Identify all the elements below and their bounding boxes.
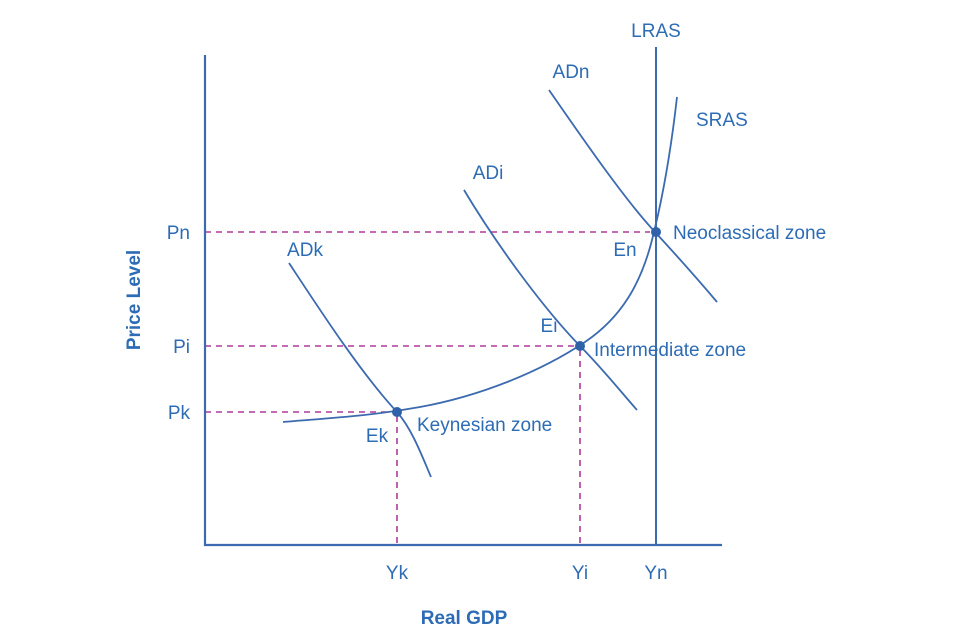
ei-label: Ei [541,316,558,337]
yk-tick-label: Yk [386,563,409,584]
x-axis-title: Real GDP [421,608,508,629]
y-axis-title: Price Level [124,250,145,350]
axes [203,55,722,547]
pn-tick-label: Pn [167,223,190,244]
pi-tick-label: Pi [173,337,190,358]
sras-label: SRAS [696,110,748,131]
pk-tick-label: Pk [168,403,191,424]
adk-curve [288,262,432,478]
yn-tick-label: Yn [644,563,667,584]
ek-label: Ek [366,426,389,447]
adk-label: ADk [287,240,323,261]
sras-curve [282,96,678,423]
en-label: En [613,240,636,261]
yi-tick-label: Yi [572,563,588,584]
neoclassical-zone-label: Neoclassical zone [673,223,826,244]
keynesian-zone-label: Keynesian zone [417,415,552,436]
ei-point [575,341,585,351]
ek-point [392,407,402,417]
adn-curve [548,89,718,303]
lras-label: LRAS [631,21,681,42]
en-point [651,227,661,237]
adi-label: ADi [473,163,504,184]
adi-curve [463,189,638,411]
adn-label: ADn [553,62,590,83]
intermediate-zone-label: Intermediate zone [594,340,746,361]
